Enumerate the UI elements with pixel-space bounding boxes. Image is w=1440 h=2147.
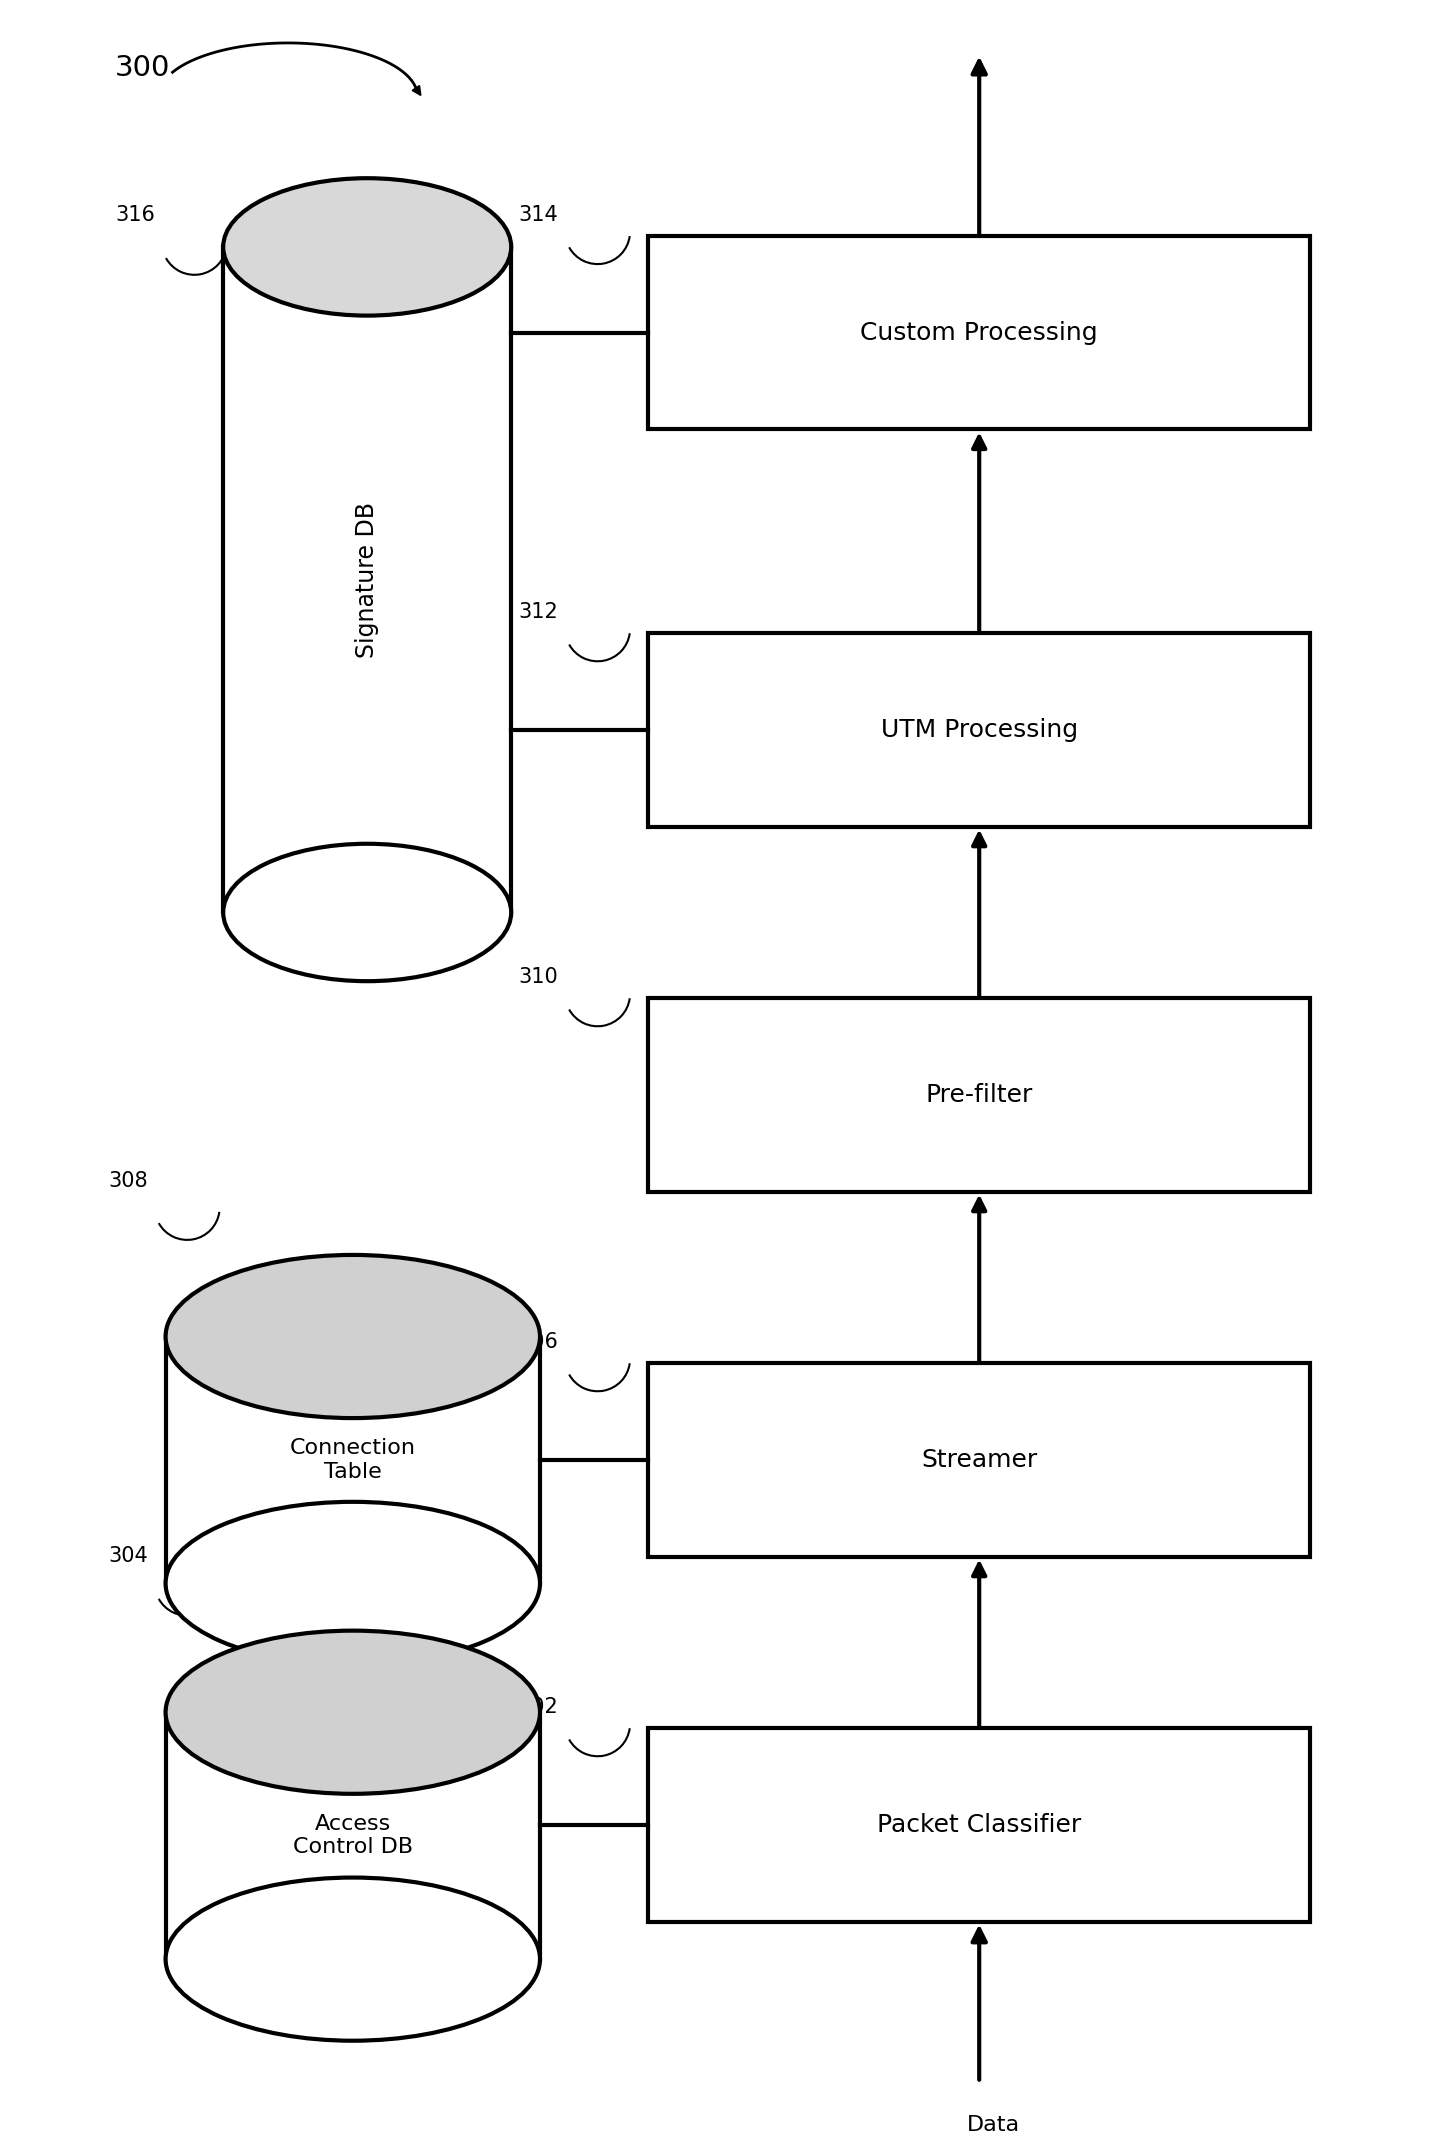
Text: 314: 314 xyxy=(518,204,559,225)
Ellipse shape xyxy=(166,1632,540,1795)
Ellipse shape xyxy=(166,1876,540,2040)
Bar xyxy=(648,1728,1310,1922)
Text: Access
Control DB: Access Control DB xyxy=(292,1814,413,1857)
Ellipse shape xyxy=(166,1503,540,1666)
Text: 302: 302 xyxy=(518,1696,559,1718)
Text: 310: 310 xyxy=(518,966,559,988)
Bar xyxy=(648,998,1310,1192)
Text: Signature DB: Signature DB xyxy=(356,502,379,657)
Ellipse shape xyxy=(223,178,511,316)
Text: 312: 312 xyxy=(518,601,559,623)
Bar xyxy=(166,1713,540,1958)
Text: Packet Classifier: Packet Classifier xyxy=(877,1812,1081,1838)
Text: Pre-filter: Pre-filter xyxy=(926,1082,1032,1108)
Bar xyxy=(223,247,511,912)
Bar xyxy=(166,1335,540,1584)
Text: 304: 304 xyxy=(108,1546,148,1567)
Text: Custom Processing: Custom Processing xyxy=(860,320,1099,346)
Text: 300: 300 xyxy=(115,54,170,82)
Bar xyxy=(648,633,1310,827)
Ellipse shape xyxy=(223,844,511,981)
Text: UTM Processing: UTM Processing xyxy=(881,717,1077,743)
Ellipse shape xyxy=(166,1254,540,1419)
Text: 316: 316 xyxy=(115,206,156,225)
Bar xyxy=(648,236,1310,429)
Text: Streamer: Streamer xyxy=(922,1447,1037,1473)
Text: 306: 306 xyxy=(518,1331,559,1353)
Text: Data: Data xyxy=(968,2115,1020,2134)
Text: 308: 308 xyxy=(108,1170,148,1189)
Text: Connection
Table: Connection Table xyxy=(289,1438,416,1481)
Bar xyxy=(648,1363,1310,1557)
